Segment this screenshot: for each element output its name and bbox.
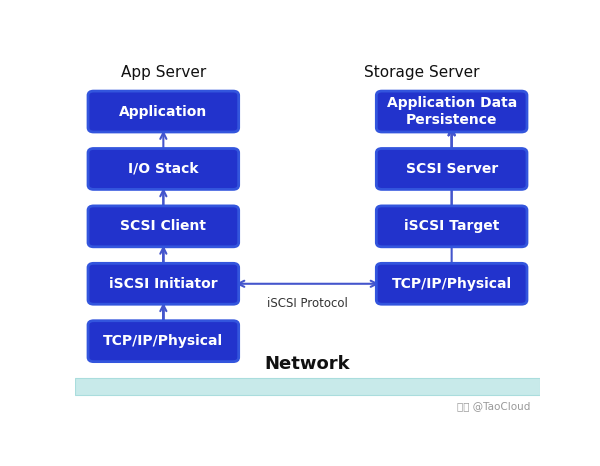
Text: SCSI Server: SCSI Server xyxy=(406,162,498,176)
FancyBboxPatch shape xyxy=(88,263,239,304)
FancyBboxPatch shape xyxy=(376,263,527,304)
Text: 知乎 @TaoCloud: 知乎 @TaoCloud xyxy=(457,401,531,411)
Text: Storage Server: Storage Server xyxy=(364,65,479,80)
Text: iSCSI Target: iSCSI Target xyxy=(404,219,499,233)
Text: App Server: App Server xyxy=(121,65,206,80)
Text: Application: Application xyxy=(119,104,208,118)
Text: SCSI Client: SCSI Client xyxy=(121,219,206,233)
Text: Network: Network xyxy=(265,356,350,373)
FancyBboxPatch shape xyxy=(88,149,239,189)
Text: Application Data
Persistence: Application Data Persistence xyxy=(386,96,517,127)
FancyBboxPatch shape xyxy=(376,206,527,247)
FancyBboxPatch shape xyxy=(88,91,239,132)
Text: TCP/IP/Physical: TCP/IP/Physical xyxy=(392,277,512,291)
Text: iSCSI Protocol: iSCSI Protocol xyxy=(267,297,348,310)
Text: I/O Stack: I/O Stack xyxy=(128,162,199,176)
FancyBboxPatch shape xyxy=(88,206,239,247)
FancyBboxPatch shape xyxy=(376,91,527,132)
FancyBboxPatch shape xyxy=(88,321,239,362)
FancyBboxPatch shape xyxy=(376,149,527,189)
Text: TCP/IP/Physical: TCP/IP/Physical xyxy=(103,334,223,348)
Text: iSCSI Initiator: iSCSI Initiator xyxy=(109,277,218,291)
Bar xyxy=(75,378,540,395)
